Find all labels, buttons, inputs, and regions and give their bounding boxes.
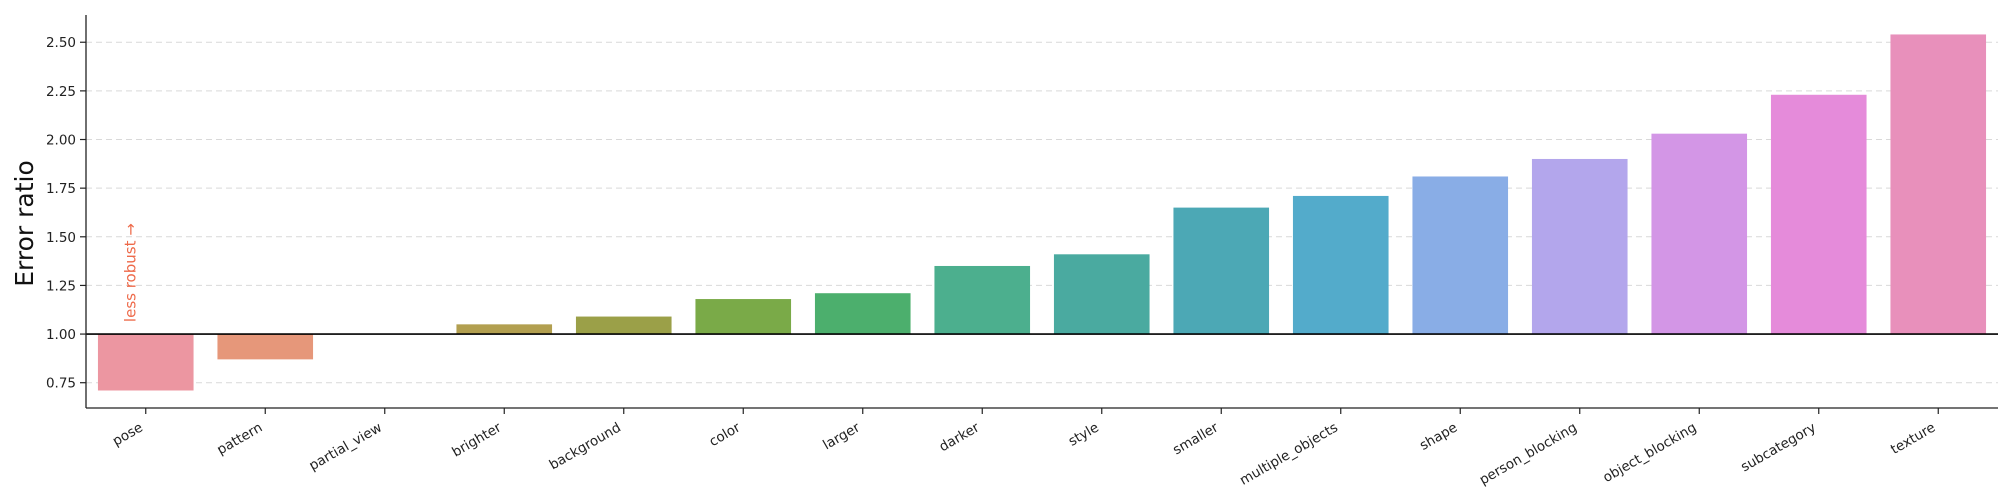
bar-brighter — [456, 324, 553, 335]
y-axis-label: Error ratio — [10, 160, 39, 287]
y-tick-label: 0.75 — [46, 376, 76, 392]
x-tick-label: pattern — [214, 420, 265, 459]
bar-person_blocking — [1531, 158, 1628, 335]
y-tick-label: 1.50 — [46, 230, 76, 246]
x-tick-label: larger — [820, 419, 863, 453]
y-tick-label: 2.50 — [46, 35, 76, 51]
bar-color — [695, 299, 792, 335]
x-tick-label: subcategory — [1738, 420, 1819, 476]
x-tick-label: partial_view — [306, 420, 384, 475]
y-tick-label: 2.25 — [46, 84, 76, 100]
x-tick-label: style — [1066, 420, 1102, 450]
x-tick-label: texture — [1888, 420, 1938, 458]
bar-smaller — [1173, 207, 1270, 335]
bar-object_blocking — [1651, 133, 1748, 335]
annotation-less-robust: less robust → — [122, 223, 140, 322]
x-tick-label: background — [547, 420, 624, 474]
bar-darker — [934, 265, 1031, 335]
y-tick-label: 1.75 — [46, 181, 76, 197]
x-tick-label: person_blocking — [1477, 420, 1580, 489]
x-tick-label: smaller — [1170, 419, 1222, 458]
x-tick-label: object_blocking — [1600, 420, 1699, 486]
bar-texture — [1890, 34, 1987, 335]
y-tick-label: 1.25 — [46, 278, 76, 294]
x-tick-label: shape — [1417, 420, 1460, 454]
bar-background — [575, 316, 672, 335]
bar-larger — [814, 293, 911, 335]
bar-pattern — [217, 334, 314, 360]
bar-style — [1053, 254, 1150, 335]
x-tick-label: color — [706, 419, 743, 450]
x-tick-label: darker — [936, 419, 982, 455]
y-tick-label: 2.00 — [46, 133, 76, 149]
x-tick-label: pose — [110, 420, 146, 450]
bar-pose — [97, 334, 194, 391]
bar-multiple_objects — [1292, 195, 1389, 335]
bar-shape — [1412, 176, 1509, 335]
x-tick-label: brighter — [449, 419, 504, 460]
y-tick-label: 1.00 — [46, 327, 76, 343]
bar-subcategory — [1770, 94, 1867, 335]
bars — [97, 34, 1987, 391]
axes — [80, 15, 1998, 414]
x-tick-label: multiple_objects — [1237, 420, 1341, 489]
